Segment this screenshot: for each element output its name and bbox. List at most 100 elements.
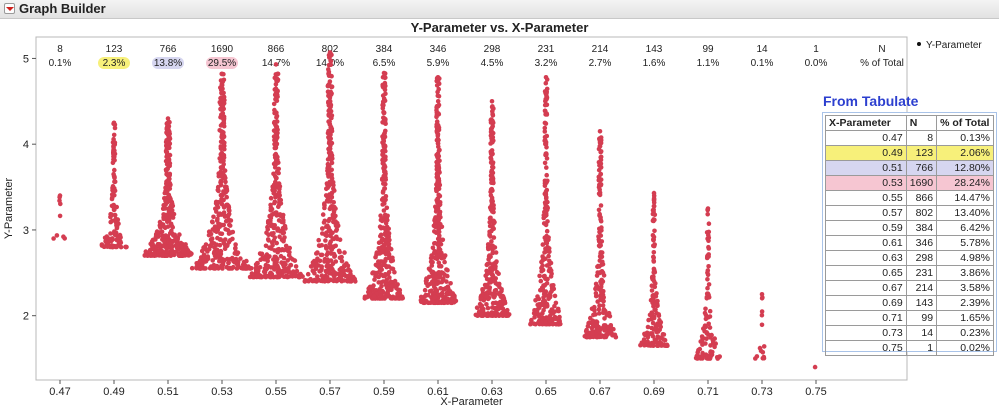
data-point [489, 186, 495, 192]
data-point [274, 240, 280, 246]
data-point [212, 224, 218, 229]
data-point [225, 228, 231, 233]
data-point [647, 312, 653, 318]
window-title: Graph Builder [19, 1, 106, 16]
data-point [149, 239, 155, 245]
data-point [271, 161, 277, 167]
data-point [489, 170, 495, 176]
tabulate-cell-n: 298 [905, 250, 938, 266]
data-point [280, 230, 286, 236]
data-point [383, 75, 388, 80]
data-point [388, 255, 394, 261]
data-point [371, 293, 377, 299]
data-point [418, 299, 424, 305]
data-point [327, 150, 333, 155]
data-point [383, 220, 389, 226]
data-point [543, 319, 548, 325]
data-point [540, 258, 546, 263]
data-point [428, 267, 433, 273]
data-point [549, 307, 555, 312]
data-point [169, 201, 175, 206]
data-point [219, 129, 225, 134]
data-point [253, 262, 259, 267]
data-point [292, 272, 298, 278]
data-point [540, 267, 546, 273]
data-point [491, 261, 497, 266]
data-point [330, 236, 336, 241]
tabulate-row: 0.53 1690 28.24% [825, 175, 994, 191]
data-point [115, 220, 121, 226]
data-point [170, 211, 176, 217]
data-point [492, 265, 498, 270]
data-point [219, 231, 225, 237]
tabulate-cell-n: 384 [905, 220, 938, 236]
data-point [380, 93, 386, 98]
tabulate-row: 0.65 231 3.86% [825, 265, 994, 281]
data-point [602, 316, 607, 321]
data-point [759, 312, 765, 318]
data-point [381, 245, 387, 250]
tabulate-cell-pct: 4.98% [936, 250, 994, 266]
data-point [707, 314, 713, 319]
data-point [221, 161, 226, 167]
data-point [375, 263, 380, 269]
data-point [492, 288, 498, 293]
data-point [378, 232, 384, 238]
data-point [597, 144, 603, 149]
data-point [642, 343, 647, 348]
data-point [164, 212, 169, 218]
data-point [544, 111, 549, 116]
data-point [321, 220, 327, 225]
data-point [330, 215, 335, 220]
data-point [422, 287, 428, 293]
data-point [434, 281, 440, 287]
data-point [653, 281, 658, 286]
data-point [109, 218, 115, 224]
data-point [208, 243, 214, 249]
data-point [594, 322, 600, 328]
data-point [168, 241, 174, 246]
data-point [489, 206, 494, 212]
data-point [597, 129, 603, 134]
data-point [247, 274, 253, 280]
data-point [332, 277, 338, 283]
data-point [111, 120, 117, 126]
data-point [143, 249, 149, 254]
data-point [651, 343, 656, 349]
data-point [638, 342, 643, 348]
data-point [329, 73, 334, 79]
tabulate-cell-pct: 14.47% [936, 190, 994, 206]
tabulate-cell-n: 99 [905, 310, 938, 326]
tabulate-cell-x: 0.67 [825, 280, 907, 296]
data-point [265, 220, 271, 226]
data-point [178, 244, 184, 249]
data-point [230, 229, 236, 235]
data-point [641, 337, 647, 342]
data-point [657, 317, 662, 323]
data-point [556, 316, 561, 321]
x-tick-label: 0.57 [319, 386, 340, 398]
data-point [211, 262, 217, 268]
data-point [534, 310, 540, 315]
data-point [142, 253, 148, 258]
data-point [383, 116, 388, 122]
tabulate-row: 0.69 143 2.39% [825, 295, 994, 311]
data-point [221, 94, 227, 99]
disclosure-triangle-icon[interactable] [4, 3, 15, 14]
tabulate-cell-x: 0.55 [825, 190, 907, 206]
n-count-label: 384 [376, 44, 393, 55]
tabulate-title: From Tabulate [823, 93, 919, 109]
data-point [220, 138, 226, 144]
data-point [542, 134, 548, 140]
data-point [485, 305, 491, 311]
data-point [436, 125, 442, 131]
data-point [598, 165, 604, 170]
n-count-label: 8 [57, 44, 63, 55]
data-point [54, 233, 60, 238]
data-point [201, 252, 207, 258]
data-point [543, 196, 549, 201]
y-tick-label: 4 [23, 139, 29, 151]
data-point [435, 196, 441, 201]
data-point [441, 255, 447, 260]
data-point [593, 281, 599, 287]
